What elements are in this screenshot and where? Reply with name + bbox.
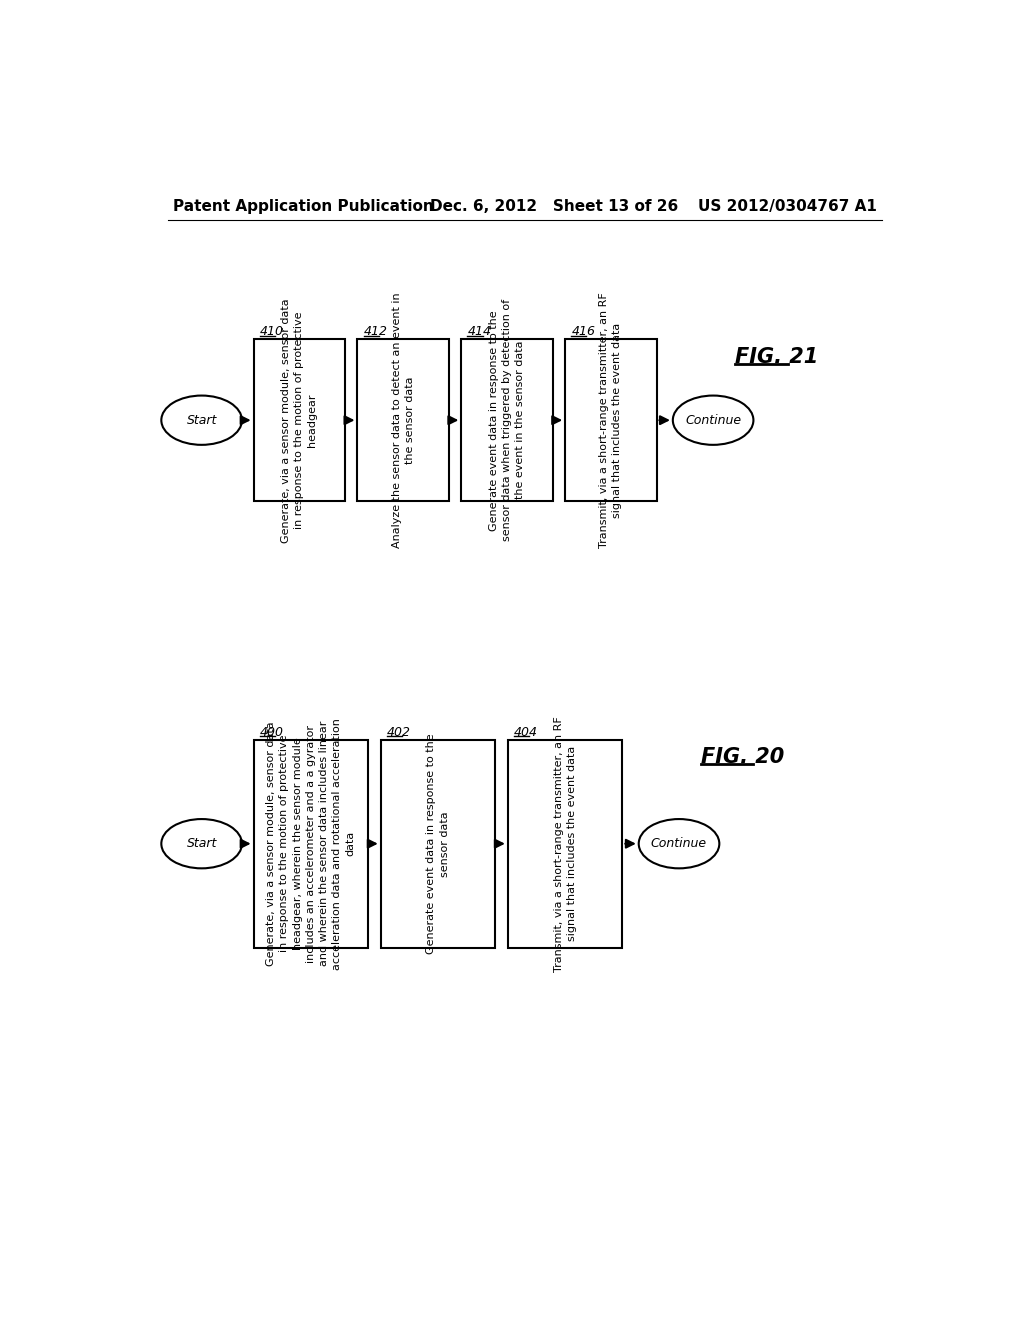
Text: 400: 400 <box>260 726 284 739</box>
FancyBboxPatch shape <box>461 339 553 502</box>
Text: Continue: Continue <box>651 837 708 850</box>
Text: Generate event data in response to the
sensor data: Generate event data in response to the s… <box>426 734 450 954</box>
Text: Transmit, via a short-range transmitter, an RF
signal that includes the event da: Transmit, via a short-range transmitter,… <box>599 292 623 548</box>
FancyBboxPatch shape <box>357 339 449 502</box>
Text: 412: 412 <box>364 325 388 338</box>
Text: Start: Start <box>186 837 217 850</box>
FancyBboxPatch shape <box>381 739 496 948</box>
Text: 416: 416 <box>571 325 595 338</box>
Text: 414: 414 <box>467 325 492 338</box>
Text: Transmit, via a short-range transmitter, an RF
signal that includes the event da: Transmit, via a short-range transmitter,… <box>554 715 577 972</box>
Text: Start: Start <box>186 413 217 426</box>
Text: Continue: Continue <box>685 413 741 426</box>
FancyBboxPatch shape <box>254 739 369 948</box>
Ellipse shape <box>639 818 719 869</box>
Text: US 2012/0304767 A1: US 2012/0304767 A1 <box>697 198 877 214</box>
Ellipse shape <box>162 396 242 445</box>
Text: Patent Application Publication: Patent Application Publication <box>173 198 434 214</box>
FancyBboxPatch shape <box>565 339 656 502</box>
Text: FIG. 21: FIG. 21 <box>735 347 818 367</box>
Text: 402: 402 <box>387 726 411 739</box>
Text: Dec. 6, 2012   Sheet 13 of 26: Dec. 6, 2012 Sheet 13 of 26 <box>430 198 679 214</box>
FancyBboxPatch shape <box>254 339 345 502</box>
Ellipse shape <box>673 396 754 445</box>
FancyBboxPatch shape <box>508 739 623 948</box>
Text: 410: 410 <box>260 325 284 338</box>
Ellipse shape <box>162 818 242 869</box>
Text: Generate, via a sensor module, sensor data
in response to the motion of protecti: Generate, via a sensor module, sensor da… <box>281 298 317 543</box>
Text: 404: 404 <box>514 726 538 739</box>
Text: FIG. 20: FIG. 20 <box>700 747 784 767</box>
Text: Generate event data in response to the
sensor data when triggered by detection o: Generate event data in response to the s… <box>488 300 525 541</box>
Text: Generate, via a sensor module, sensor data
in response to the motion of protecti: Generate, via a sensor module, sensor da… <box>266 718 355 970</box>
Text: Analyze the sensor data to detect an event in
the sensor data: Analyze the sensor data to detect an eve… <box>391 293 415 548</box>
